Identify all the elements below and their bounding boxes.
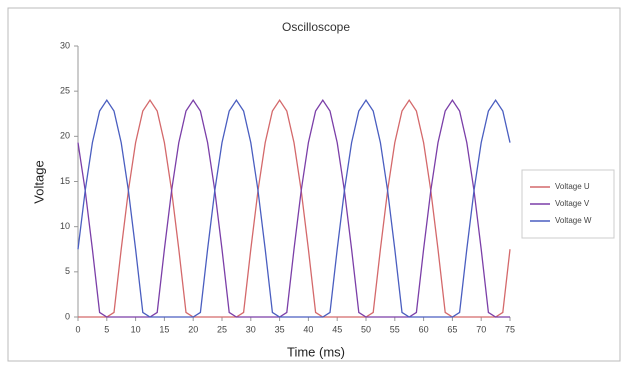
x-tick-label: 5 — [104, 324, 109, 334]
y-tick-label: 15 — [60, 176, 70, 186]
legend-label: Voltage U — [555, 182, 590, 191]
y-tick-label: 10 — [60, 221, 70, 231]
x-tick-label: 0 — [75, 324, 80, 334]
y-tick-label: 25 — [60, 86, 70, 96]
x-tick-label: 50 — [361, 324, 371, 334]
x-tick-label: 55 — [390, 324, 400, 334]
chart-title: Oscilloscope — [282, 20, 350, 34]
legend-label: Voltage W — [555, 216, 592, 225]
y-tick-label: 20 — [60, 131, 70, 141]
x-tick-label: 20 — [188, 324, 198, 334]
y-tick-label: 30 — [60, 40, 70, 50]
x-tick-label: 30 — [246, 324, 256, 334]
x-tick-label: 65 — [447, 324, 457, 334]
x-axis-label: Time (ms) — [287, 344, 345, 359]
x-tick-label: 40 — [303, 324, 313, 334]
x-tick-label: 35 — [275, 324, 285, 334]
x-tick-label: 60 — [419, 324, 429, 334]
y-tick-label: 5 — [65, 266, 70, 276]
legend-label: Voltage V — [555, 199, 590, 208]
x-tick-label: 70 — [476, 324, 486, 334]
x-tick-label: 25 — [217, 324, 227, 334]
x-tick-label: 10 — [131, 324, 141, 334]
series-line — [78, 99, 511, 318]
x-tick-label: 15 — [159, 324, 169, 334]
y-axis-label: Voltage — [31, 160, 46, 203]
x-tick-label: 45 — [332, 324, 342, 334]
y-tick-label: 0 — [65, 311, 70, 321]
x-tick-label: 75 — [505, 324, 515, 334]
series-line — [77, 99, 511, 318]
